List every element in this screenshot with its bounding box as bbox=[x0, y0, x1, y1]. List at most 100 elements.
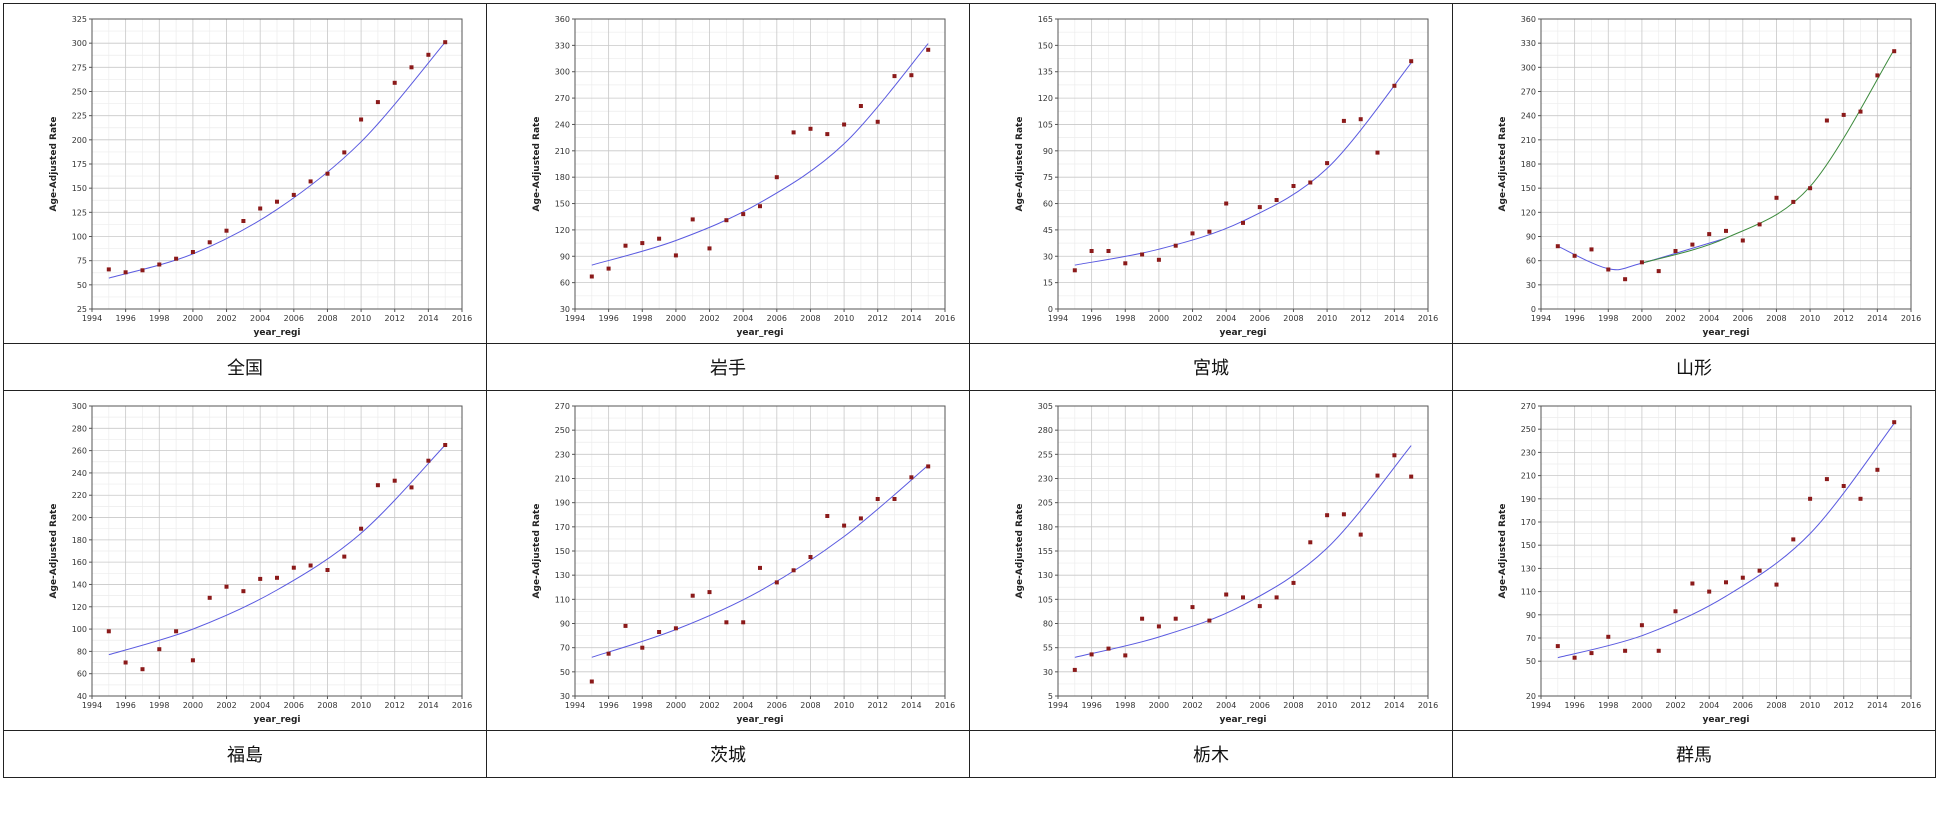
x-tick-label: 2000 bbox=[666, 314, 686, 323]
x-axis-title: year_regi bbox=[1702, 328, 1749, 338]
y-tick-label: 5 bbox=[1048, 692, 1053, 701]
data-point bbox=[1639, 622, 1644, 627]
x-tick-label: 2016 bbox=[1418, 701, 1438, 710]
x-tick-label: 1994 bbox=[1531, 314, 1551, 323]
data-point bbox=[758, 565, 762, 570]
data-point bbox=[623, 623, 628, 628]
y-tick-label: 125 bbox=[72, 208, 87, 217]
y-tick-label: 90 bbox=[1526, 232, 1536, 241]
y-tick-label: 200 bbox=[72, 135, 87, 144]
y-tick-label: 300 bbox=[72, 402, 87, 411]
x-tick-label: 2000 bbox=[1149, 701, 1169, 710]
data-point bbox=[1072, 267, 1077, 272]
y-tick-label: 210 bbox=[1521, 135, 1536, 144]
data-point bbox=[1690, 242, 1695, 247]
data-point bbox=[258, 576, 263, 581]
chart-cell-7: 1994 1996 1998 2000 2002 2004 2006 2008 2010 2012… bbox=[1452, 390, 1936, 731]
x-tick-label: 1998 bbox=[632, 314, 652, 323]
x-tick-label: 2014 bbox=[1867, 701, 1887, 710]
y-tick-label: 100 bbox=[72, 625, 87, 634]
y-tick-label: 250 bbox=[72, 87, 87, 96]
y-tick-label: 60 bbox=[1043, 199, 1053, 208]
data-point bbox=[1757, 221, 1762, 226]
y-tick-label: 150 bbox=[72, 184, 87, 193]
data-point bbox=[1707, 589, 1712, 594]
x-axis-title: year_regi bbox=[736, 328, 783, 338]
y-tick-label: 360 bbox=[555, 15, 570, 24]
y-tick-label: 55 bbox=[1043, 643, 1053, 652]
fit-curve bbox=[591, 42, 929, 266]
y-tick-label: 240 bbox=[1521, 111, 1536, 120]
data-point bbox=[640, 240, 645, 245]
data-point bbox=[1291, 580, 1296, 585]
data-point bbox=[791, 567, 796, 572]
x-tick-label: 2012 bbox=[868, 701, 888, 710]
y-tick-label: 120 bbox=[555, 225, 570, 234]
chart-label-6: 栃木 bbox=[969, 730, 1453, 778]
data-point bbox=[443, 39, 448, 44]
y-tick-label: 180 bbox=[1038, 522, 1053, 531]
data-point bbox=[606, 651, 611, 656]
y-tick-label: 100 bbox=[72, 232, 87, 241]
y-tick-label: 135 bbox=[1038, 67, 1053, 76]
x-axis-title: year_regi bbox=[253, 715, 300, 725]
data-point bbox=[1224, 592, 1229, 596]
data-point bbox=[1123, 652, 1128, 657]
y-tick-label: 325 bbox=[72, 15, 87, 24]
data-point bbox=[342, 554, 347, 559]
data-point bbox=[1673, 248, 1678, 253]
y-tick-label: 230 bbox=[555, 450, 570, 459]
y-tick-label: 210 bbox=[555, 146, 570, 155]
data-point bbox=[1841, 483, 1846, 488]
y-tick-label: 190 bbox=[555, 498, 570, 507]
data-point bbox=[909, 474, 914, 479]
data-point bbox=[774, 579, 779, 584]
data-point bbox=[123, 660, 128, 664]
x-tick-label: 2008 bbox=[1283, 701, 1303, 710]
y-axis-title: Age-Adjusted Rate bbox=[1015, 503, 1025, 598]
data-point bbox=[791, 129, 796, 134]
data-point bbox=[640, 645, 645, 650]
x-tick-label: 2006 bbox=[1250, 701, 1270, 710]
y-tick-label: 300 bbox=[72, 39, 87, 48]
x-tick-label: 2012 bbox=[1351, 701, 1371, 710]
data-point bbox=[673, 252, 678, 257]
data-point bbox=[308, 563, 313, 567]
data-point bbox=[892, 496, 897, 501]
data-point bbox=[724, 217, 729, 222]
y-tick-label: 25 bbox=[77, 305, 87, 314]
y-tick-label: 210 bbox=[555, 474, 570, 483]
data-point bbox=[157, 262, 162, 266]
x-axis-title: year_regi bbox=[1219, 328, 1266, 338]
x-axis-title: year_regi bbox=[1219, 715, 1266, 725]
data-point bbox=[224, 584, 229, 589]
x-tick-label: 1996 bbox=[115, 314, 135, 323]
y-tick-label: 180 bbox=[72, 535, 87, 544]
y-tick-label: 90 bbox=[560, 252, 570, 261]
y-tick-label: 210 bbox=[1521, 471, 1536, 480]
data-point bbox=[623, 243, 628, 248]
data-point bbox=[1173, 243, 1178, 248]
x-tick-label: 2004 bbox=[250, 701, 270, 710]
data-point bbox=[157, 646, 162, 651]
x-tick-label: 1996 bbox=[1564, 314, 1584, 323]
x-tick-label: 1994 bbox=[565, 314, 585, 323]
data-point bbox=[190, 657, 195, 662]
data-point bbox=[140, 666, 145, 671]
data-point bbox=[207, 239, 212, 244]
x-tick-label: 1994 bbox=[1048, 314, 1068, 323]
x-tick-label: 1994 bbox=[82, 314, 102, 323]
x-tick-label: 2012 bbox=[868, 314, 888, 323]
data-point bbox=[375, 482, 380, 487]
data-point bbox=[707, 589, 712, 594]
data-point bbox=[1757, 568, 1762, 573]
x-tick-label: 1996 bbox=[115, 701, 135, 710]
x-tick-label: 2010 bbox=[1800, 314, 1820, 323]
data-point bbox=[808, 554, 813, 559]
data-point bbox=[1392, 83, 1397, 88]
y-tick-label: 230 bbox=[1521, 448, 1536, 457]
y-tick-label: 165 bbox=[1038, 15, 1053, 24]
y-tick-label: 15 bbox=[1043, 278, 1053, 287]
y-tick-label: 240 bbox=[555, 120, 570, 129]
x-tick-label: 2016 bbox=[452, 701, 472, 710]
